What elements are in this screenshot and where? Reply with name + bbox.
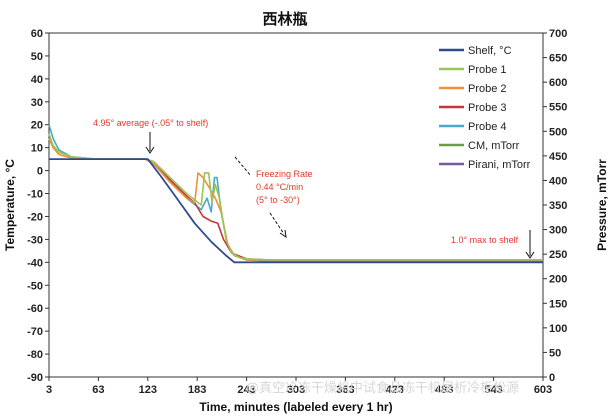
annotation-rate-range: (5° to -30°)	[256, 195, 300, 205]
y-tick-label: 20	[31, 120, 43, 132]
annotations: 4.95° average (-.05° to shelf) Freezing …	[93, 118, 535, 259]
x-tick-label: 363	[336, 384, 354, 396]
legend-label: Shelf, °C	[468, 45, 512, 57]
x-axis-label: Time, minutes (labeled every 1 hr)	[199, 400, 392, 414]
y2-tick-label: 650	[549, 53, 567, 65]
legend-label: Probe 1	[468, 64, 507, 76]
annotation-dashed-top	[234, 156, 252, 177]
annotation-freezing-rate: Freezing Rate	[256, 169, 313, 179]
legend-label: Probe 2	[468, 83, 507, 95]
y-axis-label: Temperature, °C	[3, 159, 17, 251]
annotation-average: 4.95° average (-.05° to shelf)	[93, 118, 208, 128]
legend-label: Pirani, mTorr	[468, 159, 531, 171]
y2-tick-label: 100	[549, 323, 567, 335]
y-tick-label: -70	[27, 326, 43, 338]
series-lines	[48, 124, 543, 264]
y-tick-label: 60	[31, 28, 43, 40]
x-tick-label: 123	[139, 384, 157, 396]
y2-axis-label: Pressure, mTorr	[595, 159, 609, 251]
y2-tick-label: 250	[549, 249, 567, 261]
y2-tick-label: 550	[549, 102, 567, 114]
y-tick-label: -60	[27, 303, 43, 315]
watermark: @真空冷冻干燥机中试食品冻干机层析冷柜松源	[246, 380, 519, 396]
y-tick-label: 40	[31, 74, 43, 86]
annotation-rate-value: 0.44 °C/min	[256, 182, 303, 192]
y2-tick-label: 200	[549, 274, 567, 286]
y-tick-label: -30	[27, 234, 43, 246]
x-tick-label: 483	[435, 384, 453, 396]
annotation-dashed-bottom	[269, 212, 285, 235]
legend-label: CM, mTorr	[468, 140, 520, 152]
y-tick-label: -80	[27, 349, 43, 361]
x-tick-label: 603	[534, 384, 552, 396]
x-tick-label: 63	[92, 384, 104, 396]
legend-label: Probe 3	[468, 102, 507, 114]
y2-tick-label: 450	[549, 151, 567, 163]
y2-tick-label: 0	[549, 372, 555, 384]
chart-title: 西林瓶	[262, 10, 307, 28]
y-tick-label: 10	[31, 143, 43, 155]
y2-tick-label: 350	[549, 200, 567, 212]
y2-tick-label: 50	[549, 347, 561, 359]
y-tick-label: -90	[27, 372, 43, 384]
legend: Shelf, °C Probe 1 Probe 2 Probe 3 Probe 4 CM,…	[439, 45, 531, 171]
y-tick-label: -10	[27, 189, 43, 201]
series-line-0	[49, 158, 543, 264]
y-tick-label: -40	[27, 257, 43, 269]
legend-label: Probe 4	[468, 121, 507, 133]
y-axis-right: 7006506005505004504003503002502001501005…	[543, 28, 567, 384]
annotation-arrowhead-max	[525, 251, 535, 259]
y-tick-label: 50	[31, 51, 43, 63]
y-axis-left: 60 50 40 30 20 10 0 -10 -20 -30 -40 -50 -60 -70 -80 -90	[27, 28, 49, 384]
annotation-arrowhead-average	[145, 146, 155, 154]
x-tick-label: 423	[386, 384, 404, 396]
y2-tick-label: 600	[549, 77, 567, 89]
x-axis: 3 63 123 183 243 303 363 423 483 543 603	[46, 377, 552, 396]
y-tick-label: 30	[31, 97, 43, 109]
y-tick-label: -20	[27, 211, 43, 223]
x-tick-label: 543	[484, 384, 502, 396]
x-tick-label: 303	[287, 384, 305, 396]
y-tick-label: -50	[27, 280, 43, 292]
y2-tick-label: 150	[549, 298, 567, 310]
x-tick-label: 183	[188, 384, 206, 396]
x-tick-label: 3	[46, 384, 52, 396]
x-tick-label: 243	[237, 384, 255, 396]
y2-tick-label: 400	[549, 175, 567, 187]
y2-tick-label: 300	[549, 225, 567, 237]
annotation-max-shelf: 1.0° max to shelf	[451, 235, 519, 245]
annotation-arrowhead-rate	[279, 229, 287, 239]
y-tick-label: 0	[37, 166, 43, 178]
y2-tick-label: 500	[549, 126, 567, 138]
y2-tick-label: 700	[549, 28, 567, 40]
